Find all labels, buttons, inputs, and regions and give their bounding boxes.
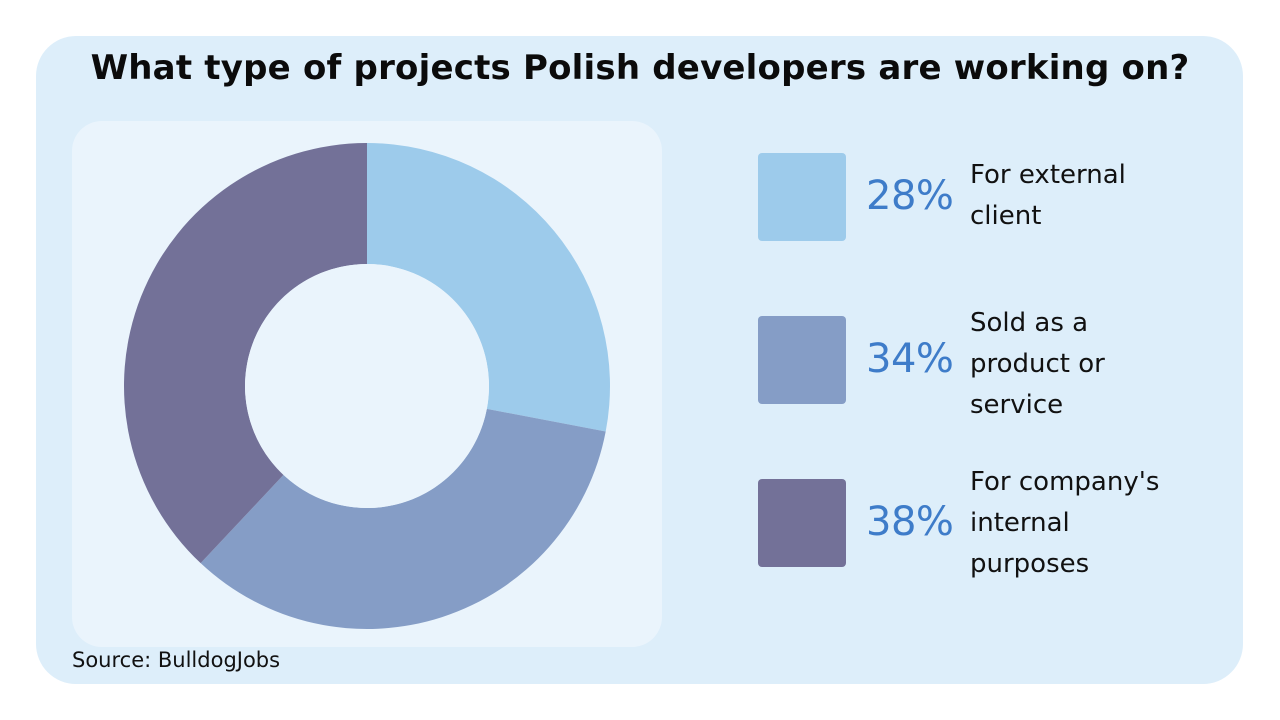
legend-label-line: client	[970, 196, 1126, 237]
legend-label-product-or-service: Sold as a product or service	[970, 303, 1105, 426]
legend-label-line: internal	[970, 503, 1159, 544]
legend-label-line: For external	[970, 155, 1126, 196]
source-note: Source: BulldogJobs	[72, 648, 280, 672]
legend-label-line: purposes	[970, 544, 1159, 585]
legend-value-external-client: 28%	[866, 173, 953, 219]
legend-item-internal-purposes: 38% For company's internal purposes	[758, 479, 1228, 569]
legend-label-line: Sold as a	[970, 303, 1105, 344]
legend-label-line: service	[970, 385, 1105, 426]
legend-label-internal-purposes: For company's internal purposes	[970, 462, 1159, 585]
legend-item-product-or-service: 34% Sold as a product or service	[758, 316, 1228, 406]
chart-panel	[72, 121, 662, 647]
legend-swatch-product-or-service	[758, 316, 846, 404]
legend-label-line: For company's	[970, 462, 1159, 503]
legend-label-external-client: For external client	[970, 155, 1126, 237]
legend-item-external-client: 28% For external client	[758, 153, 1228, 243]
legend-swatch-external-client	[758, 153, 846, 241]
legend-value-internal-purposes: 38%	[866, 499, 953, 545]
legend-label-line: product or	[970, 344, 1105, 385]
chart-title: What type of projects Polish developers …	[0, 48, 1280, 88]
legend-value-product-or-service: 34%	[866, 336, 953, 382]
legend-swatch-internal-purposes	[758, 479, 846, 567]
